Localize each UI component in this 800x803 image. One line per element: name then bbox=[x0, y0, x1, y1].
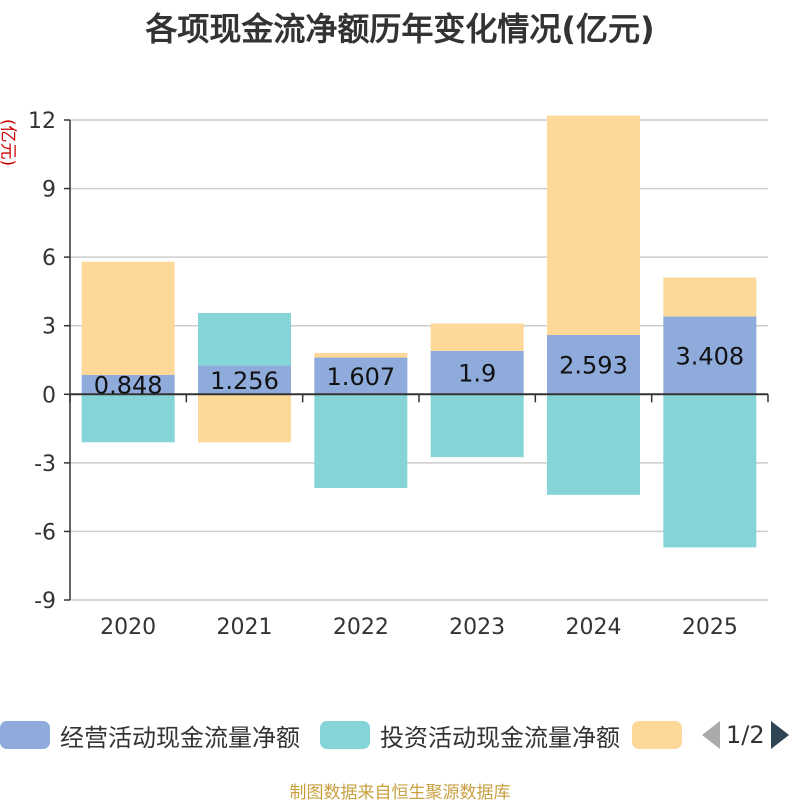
bar-investing-2021 bbox=[198, 313, 291, 366]
data-label-operating: 3.408 bbox=[675, 342, 744, 370]
y-tick-label: 6 bbox=[42, 246, 56, 271]
legend-item-operating[interactable]: 经营活动现金流量净额 bbox=[0, 715, 300, 755]
x-tick-label: 2022 bbox=[333, 615, 389, 640]
legend: 经营活动现金流量净额 投资活动现金流量净额 1/2 bbox=[0, 715, 800, 755]
x-tick-label: 2021 bbox=[217, 615, 273, 640]
bar-operating-2023 bbox=[430, 350, 524, 395]
bar-investing-2022 bbox=[314, 394, 408, 488]
y-tick-label: 12 bbox=[28, 109, 56, 134]
data-label-operating: 1.256 bbox=[210, 367, 279, 395]
bar-investing-2020 bbox=[81, 394, 175, 443]
bar-investing-2025 bbox=[663, 394, 757, 548]
y-tick-label: 9 bbox=[42, 178, 56, 203]
bar-chart: 12 9 6 3 0 -3 -6 -9 2020 2021 2022 2023 2024 2025 0.84… bbox=[28, 109, 769, 640]
data-label-operating: 2.593 bbox=[559, 352, 628, 380]
bar-operating-2020 bbox=[81, 374, 175, 395]
bar-investing-2023 bbox=[430, 394, 524, 458]
bar-financing-2023 bbox=[430, 323, 524, 351]
bar-financing-2021 bbox=[198, 394, 291, 443]
y-tick-label: -9 bbox=[34, 589, 56, 614]
x-tick-label: 2023 bbox=[449, 615, 505, 640]
bar-operating-2025 bbox=[663, 316, 757, 395]
legend-pager: 1/2 bbox=[702, 715, 789, 755]
legend-label-operating: 经营活动现金流量净额 bbox=[60, 723, 300, 752]
bar-financing-2024 bbox=[547, 115, 640, 336]
x-tick-label: 2025 bbox=[682, 615, 738, 640]
legend-label-investing: 投资活动现金流量净额 bbox=[380, 723, 620, 752]
data-label-operating: 0.848 bbox=[94, 372, 163, 400]
bar-investing-2024 bbox=[547, 394, 640, 495]
data-label-operating: 1.9 bbox=[458, 360, 496, 388]
y-tick-label: 0 bbox=[42, 383, 56, 408]
legend-prev-arrow-icon[interactable] bbox=[702, 721, 720, 749]
y-tick-label: 3 bbox=[42, 315, 56, 340]
bar-financing-2020 bbox=[81, 261, 175, 375]
data-label-operating: 1.607 bbox=[326, 363, 395, 391]
legend-page-indicator: 1/2 bbox=[726, 721, 765, 749]
data-source-note: 制图数据来自恒生聚源数据库 bbox=[289, 783, 511, 803]
x-tick-label: 2020 bbox=[100, 615, 156, 640]
bar-operating-2021 bbox=[198, 365, 291, 395]
legend-item-financing[interactable] bbox=[632, 715, 692, 755]
legend-swatch-financing bbox=[632, 721, 682, 749]
x-tick-label: 2024 bbox=[566, 615, 622, 640]
legend-swatch-operating bbox=[0, 721, 50, 749]
bar-financing-2022 bbox=[314, 352, 408, 358]
y-tick-label: -6 bbox=[34, 520, 56, 545]
y-tick-label: -3 bbox=[34, 452, 56, 477]
bar-operating-2024 bbox=[547, 335, 640, 395]
bar-operating-2022 bbox=[314, 357, 408, 395]
bar-financing-2025 bbox=[663, 277, 757, 317]
chart-title: 各项现金流净额历年变化情况(亿元) bbox=[145, 10, 655, 48]
legend-item-investing[interactable]: 投资活动现金流量净额 bbox=[320, 715, 620, 755]
legend-next-arrow-icon[interactable] bbox=[770, 721, 789, 749]
legend-swatch-investing bbox=[320, 721, 370, 749]
